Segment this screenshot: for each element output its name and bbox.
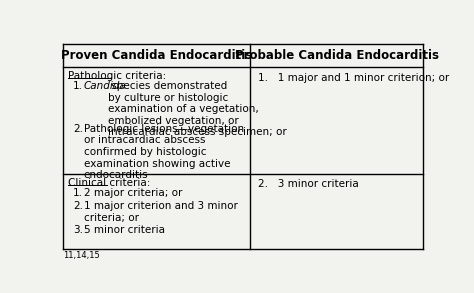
Text: 5 minor criteria: 5 minor criteria bbox=[84, 225, 165, 235]
Text: Probable Candida Endocarditis: Probable Candida Endocarditis bbox=[235, 49, 438, 62]
Text: Pathologic lesions—vegetation
or intracardiac abscess
confirmed by histologic
ex: Pathologic lesions—vegetation or intraca… bbox=[84, 124, 244, 180]
Text: Pathologic criteria:: Pathologic criteria: bbox=[68, 71, 167, 81]
Text: Proven Candida Endocarditis: Proven Candida Endocarditis bbox=[61, 49, 252, 62]
Text: Candida: Candida bbox=[84, 81, 127, 91]
Text: 1.: 1. bbox=[73, 188, 83, 198]
Text: 11,14,15: 11,14,15 bbox=[63, 251, 100, 260]
Text: species demonstrated
by culture or histologic
examination of a vegetation,
embol: species demonstrated by culture or histo… bbox=[109, 81, 287, 137]
Text: 2.   3 minor criteria: 2. 3 minor criteria bbox=[258, 179, 358, 189]
Text: 1 major criterion and 3 minor
criteria; or: 1 major criterion and 3 minor criteria; … bbox=[84, 201, 238, 223]
Text: 1.   1 major and 1 minor criterion; or: 1. 1 major and 1 minor criterion; or bbox=[258, 73, 449, 83]
Text: 2 major criteria; or: 2 major criteria; or bbox=[84, 188, 182, 198]
Text: Clinical criteria:: Clinical criteria: bbox=[68, 178, 151, 188]
Text: 2.: 2. bbox=[73, 201, 83, 211]
Text: 1.: 1. bbox=[73, 81, 83, 91]
Text: 3.: 3. bbox=[73, 225, 83, 235]
Text: 2.: 2. bbox=[73, 124, 83, 134]
